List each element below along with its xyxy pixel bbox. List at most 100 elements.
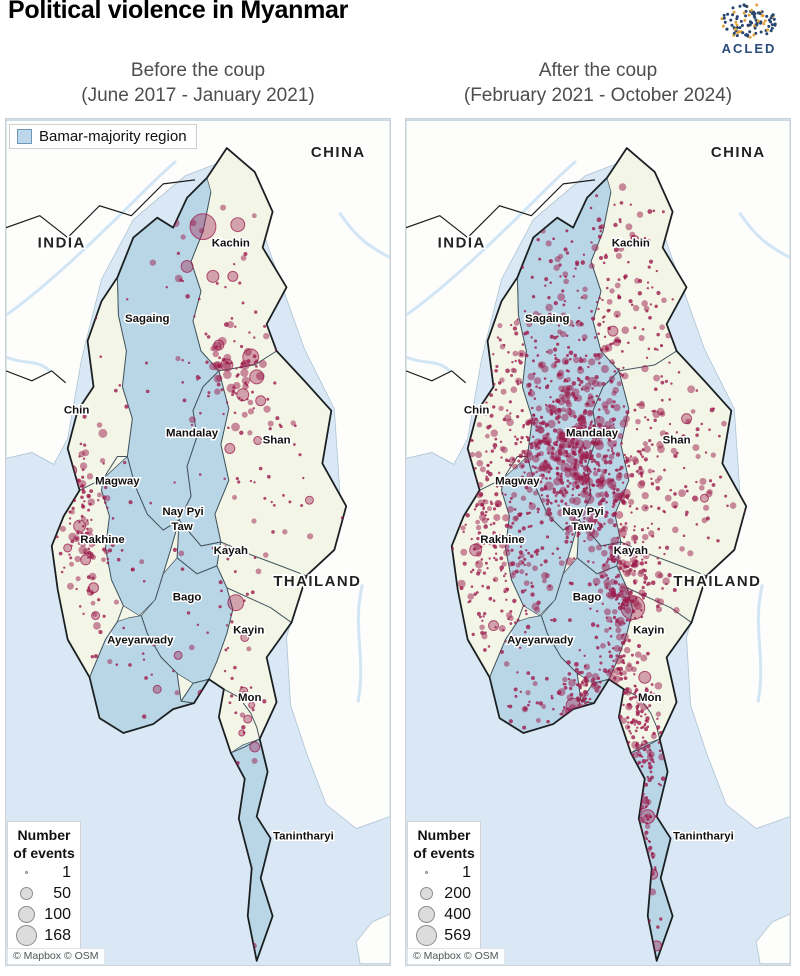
country-border bbox=[50, 147, 348, 962]
region-label: Bago bbox=[173, 592, 202, 604]
legend-value: 100 bbox=[44, 905, 71, 923]
bamar-majority-regions bbox=[89, 177, 273, 961]
region-label: Tanintharyi bbox=[273, 830, 334, 842]
region-label: Sagaing bbox=[525, 313, 570, 325]
neighbor-countries-land bbox=[6, 119, 390, 829]
region-label: Magway bbox=[95, 475, 140, 487]
map-attribution-after: © Mapbox © OSM bbox=[407, 948, 505, 965]
state-borders bbox=[79, 191, 307, 754]
panel-titles: Before the coup (June 2017 - January 202… bbox=[5, 58, 791, 108]
foreign-border bbox=[6, 179, 196, 239]
coastline-fragment bbox=[755, 913, 790, 965]
panel-title-after-line2: (February 2021 - October 2024) bbox=[463, 85, 733, 107]
region-label: Ayeyarwady bbox=[507, 634, 574, 646]
legend-circle-icon bbox=[424, 871, 428, 875]
acled-logo-text: ACLED bbox=[721, 41, 777, 56]
map-labels: CHINA INDIA THAILAND Kachin Sagaing Chin Manda… bbox=[436, 142, 766, 844]
events-legend-title-line2: of events bbox=[413, 845, 475, 862]
region-label: Chin bbox=[64, 405, 89, 417]
legend-circle-icon bbox=[17, 906, 35, 924]
country-label: CHINA bbox=[711, 144, 766, 161]
region-label: Sagaing bbox=[125, 313, 170, 325]
neighbor-countries-land bbox=[406, 119, 790, 829]
region-label: Nay Pyi bbox=[162, 506, 203, 518]
legend-row: 400 bbox=[410, 904, 478, 925]
region-label: Mandalay bbox=[166, 428, 219, 440]
region-label: Kayin bbox=[633, 625, 664, 637]
legend-circle-icon bbox=[417, 906, 435, 924]
region-label: Chin bbox=[464, 405, 489, 417]
panel-title-after: After the coup (February 2021 - October … bbox=[405, 58, 791, 108]
foreign-border bbox=[6, 370, 67, 384]
region-label: Bago bbox=[573, 592, 602, 604]
region-label: Taw bbox=[171, 521, 192, 533]
country-label: THAILAND bbox=[673, 573, 761, 590]
country-label: THAILAND bbox=[273, 573, 361, 590]
panel-title-before-line1: Before the coup bbox=[130, 60, 266, 81]
region-label: Shan bbox=[663, 435, 691, 447]
region-label: Nay Pyi bbox=[562, 506, 603, 518]
events-legend-title-line1: Number bbox=[417, 827, 471, 843]
acled-globe-icon bbox=[720, 3, 777, 39]
events-legend-before: Number of events 1 50 100 168 bbox=[7, 821, 81, 951]
river bbox=[338, 212, 390, 259]
events-legend-after: Number of events 1 200 400 569 bbox=[407, 821, 481, 951]
map-panel-before: CHINA INDIA THAILAND Kachin Sagaing Chin Manda… bbox=[5, 118, 391, 966]
coastline-fragment bbox=[355, 913, 390, 965]
river bbox=[406, 355, 452, 373]
region-label: Kachin bbox=[612, 238, 650, 250]
region-label: Mon bbox=[238, 692, 262, 704]
legend-circle-icon bbox=[24, 871, 28, 875]
acled-logo: ACLED bbox=[706, 2, 792, 56]
country-label: CHINA bbox=[311, 144, 366, 161]
region-label: Shan bbox=[263, 435, 291, 447]
river bbox=[6, 160, 177, 317]
events-legend-title: Number of events bbox=[410, 826, 478, 862]
legend-value: 1 bbox=[62, 863, 71, 881]
region-label: Taw bbox=[571, 521, 592, 533]
country-label: INDIA bbox=[438, 235, 486, 252]
panel-title-before: Before the coup (June 2017 - January 202… bbox=[5, 58, 391, 108]
river bbox=[738, 212, 790, 259]
events-legend-rows: 1 200 400 569 bbox=[410, 862, 478, 947]
legend-circle-icon bbox=[419, 887, 433, 901]
legend-value: 1 bbox=[462, 863, 471, 881]
region-label: Rakhine bbox=[80, 534, 125, 546]
events-legend-title-line2: of events bbox=[13, 845, 75, 862]
river bbox=[356, 584, 364, 703]
legend-row: 50 bbox=[10, 883, 78, 904]
map-labels: CHINA INDIA THAILAND Kachin Sagaing Chin Manda… bbox=[36, 142, 366, 844]
legend-row: 1 bbox=[410, 862, 478, 883]
foreign-border bbox=[406, 179, 596, 239]
panel-title-after-line1: After the coup bbox=[538, 60, 658, 81]
region-label: Kayin bbox=[233, 625, 264, 637]
region-label: Kayah bbox=[214, 545, 248, 557]
events-legend-title-line1: Number bbox=[17, 827, 71, 843]
events-legend-title: Number of events bbox=[10, 826, 78, 862]
region-label: Mon bbox=[638, 692, 662, 704]
panel-title-before-line2: (June 2017 - January 2021) bbox=[81, 85, 315, 107]
river bbox=[406, 160, 577, 317]
legend-row: 1 bbox=[10, 862, 78, 883]
legend-value: 50 bbox=[53, 884, 71, 902]
country-label: INDIA bbox=[38, 235, 86, 252]
country-border bbox=[450, 147, 748, 962]
legend-row: 168 bbox=[10, 925, 78, 947]
map-panel-after: CHINA INDIA THAILAND Kachin Sagaing Chin Manda… bbox=[405, 118, 791, 966]
region-label: Tanintharyi bbox=[673, 830, 734, 842]
legend-row: 100 bbox=[10, 904, 78, 925]
legend-value: 168 bbox=[44, 926, 71, 944]
river bbox=[6, 355, 52, 373]
map-attribution-before: © Mapbox © OSM bbox=[7, 948, 105, 965]
bamar-legend-label: Bamar-majority region bbox=[39, 128, 187, 145]
legend-circle-icon bbox=[15, 925, 37, 947]
legend-value: 200 bbox=[444, 884, 471, 902]
foreign-border bbox=[406, 370, 467, 384]
bamar-region-legend: Bamar-majority region bbox=[9, 124, 197, 149]
page-title: Political violence in Myanmar bbox=[8, 0, 349, 24]
bamar-swatch-icon bbox=[17, 129, 32, 144]
legend-circle-icon bbox=[19, 887, 33, 901]
map-panels: CHINA INDIA THAILAND Kachin Sagaing Chin Manda… bbox=[5, 118, 791, 966]
river bbox=[756, 584, 764, 703]
